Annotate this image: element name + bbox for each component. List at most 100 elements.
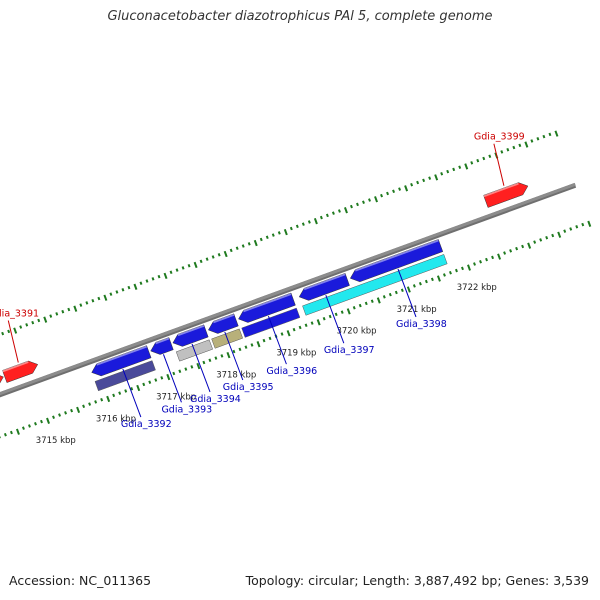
tick-mark	[404, 185, 409, 192]
tick-mark	[442, 273, 446, 277]
tick-mark	[301, 222, 305, 226]
tick-mark	[482, 156, 486, 161]
tick-mark	[557, 231, 562, 238]
kbp-label: 3718 kbp	[216, 370, 256, 380]
tick-mark	[133, 283, 138, 290]
tick-mark	[410, 182, 414, 187]
tick-mark	[9, 430, 13, 435]
tick-mark	[563, 229, 567, 233]
tick-mark	[64, 411, 68, 415]
tick-mark	[476, 158, 480, 163]
tick-mark	[124, 389, 128, 393]
tick-mark	[376, 297, 381, 304]
tick-mark	[430, 277, 434, 282]
reverse-gene-arrow	[349, 239, 444, 283]
tick-mark	[211, 255, 215, 259]
tick-mark	[15, 428, 20, 435]
tick-mark	[265, 235, 269, 240]
gene-label: Gdia_3394	[190, 394, 241, 405]
tick-mark	[416, 180, 420, 185]
tick-mark	[473, 262, 476, 266]
tick-mark	[368, 198, 371, 202]
tick-mark	[46, 417, 50, 424]
tick-mark	[370, 299, 374, 303]
forward-gene-arrow	[2, 360, 39, 383]
tick-mark	[88, 402, 92, 406]
tick-mark	[527, 242, 532, 249]
gene-leader-line	[325, 295, 345, 344]
tick-mark	[488, 154, 492, 159]
tick-mark	[172, 371, 176, 376]
tick-mark	[160, 376, 164, 380]
tick-mark	[509, 249, 513, 253]
tick-mark	[569, 227, 573, 231]
kbp-label: 3716 kbp	[96, 414, 136, 424]
lower-tick-track	[0, 220, 592, 439]
tick-mark	[118, 391, 122, 395]
tick-mark	[43, 316, 48, 323]
tick-mark	[97, 296, 101, 301]
gene-highlight	[177, 324, 205, 337]
tick-mark	[121, 288, 125, 292]
tick-mark	[298, 325, 302, 330]
tick-mark	[286, 330, 291, 337]
accession-text: Accession: NC_011365	[9, 573, 152, 588]
gene-label: Gdia_3392	[121, 419, 172, 430]
gene-highlight	[2, 361, 29, 373]
gene-leader-line	[267, 315, 287, 365]
gene-leader-line	[191, 343, 211, 393]
tick-mark	[386, 191, 390, 196]
tick-mark	[322, 316, 326, 321]
tick-mark	[181, 266, 185, 270]
tick-mark	[175, 268, 179, 272]
tick-mark	[241, 244, 245, 248]
tick-mark	[58, 413, 61, 417]
tick-mark	[352, 306, 356, 310]
tick-mark	[458, 165, 462, 169]
reverse-gene-arrow	[238, 292, 296, 323]
map-title: Gluconacetobacter diazotrophicus PAl 5, …	[107, 9, 493, 24]
forward-strand-genes	[0, 182, 529, 384]
gene-highlight	[213, 313, 235, 324]
tick-mark	[208, 358, 212, 363]
reverse-gene-arrow	[208, 313, 239, 334]
gene-highlight	[354, 239, 439, 272]
gene-leader-line	[397, 268, 417, 318]
gene-label: Gdia_3399	[474, 132, 525, 143]
tick-mark	[91, 298, 95, 303]
tick-mark	[545, 235, 549, 240]
tick-mark	[106, 395, 111, 403]
tick-mark	[184, 367, 188, 371]
backbone-line	[0, 182, 576, 396]
tick-mark	[364, 301, 368, 306]
tick-mark	[343, 207, 348, 214]
tick-mark	[25, 323, 29, 327]
reverse-strand-genes	[91, 239, 444, 377]
tick-mark	[380, 193, 383, 198]
tick-mark	[109, 292, 113, 296]
tick-mark	[7, 329, 11, 334]
kbp-label: 3721 kbp	[397, 305, 437, 315]
kbp-scale-labels: 3715 kbp 3716 kbp 3717 kbp 3718 kbp 3719 kbp…	[36, 283, 497, 446]
tick-mark	[268, 336, 272, 341]
tick-mark	[521, 244, 525, 249]
gene-highlight	[155, 337, 170, 345]
tick-mark	[506, 147, 510, 152]
tick-mark	[85, 301, 89, 305]
tick-mark	[148, 380, 152, 384]
kbp-label: 3719 kbp	[276, 349, 316, 359]
gene-label: Gdia_3393	[161, 404, 212, 415]
gene-leader-line	[162, 354, 182, 403]
tick-mark	[31, 320, 35, 325]
tick-mark	[464, 163, 469, 170]
tick-mark	[169, 270, 173, 275]
gene-label: Gdia_3396	[266, 366, 317, 377]
genome-backbone	[0, 182, 577, 398]
tick-mark	[139, 281, 143, 285]
tick-mark	[202, 360, 206, 365]
tick-mark	[428, 176, 432, 180]
tick-mark	[235, 246, 239, 250]
tick-mark	[226, 351, 231, 359]
tick-mark	[3, 432, 7, 437]
